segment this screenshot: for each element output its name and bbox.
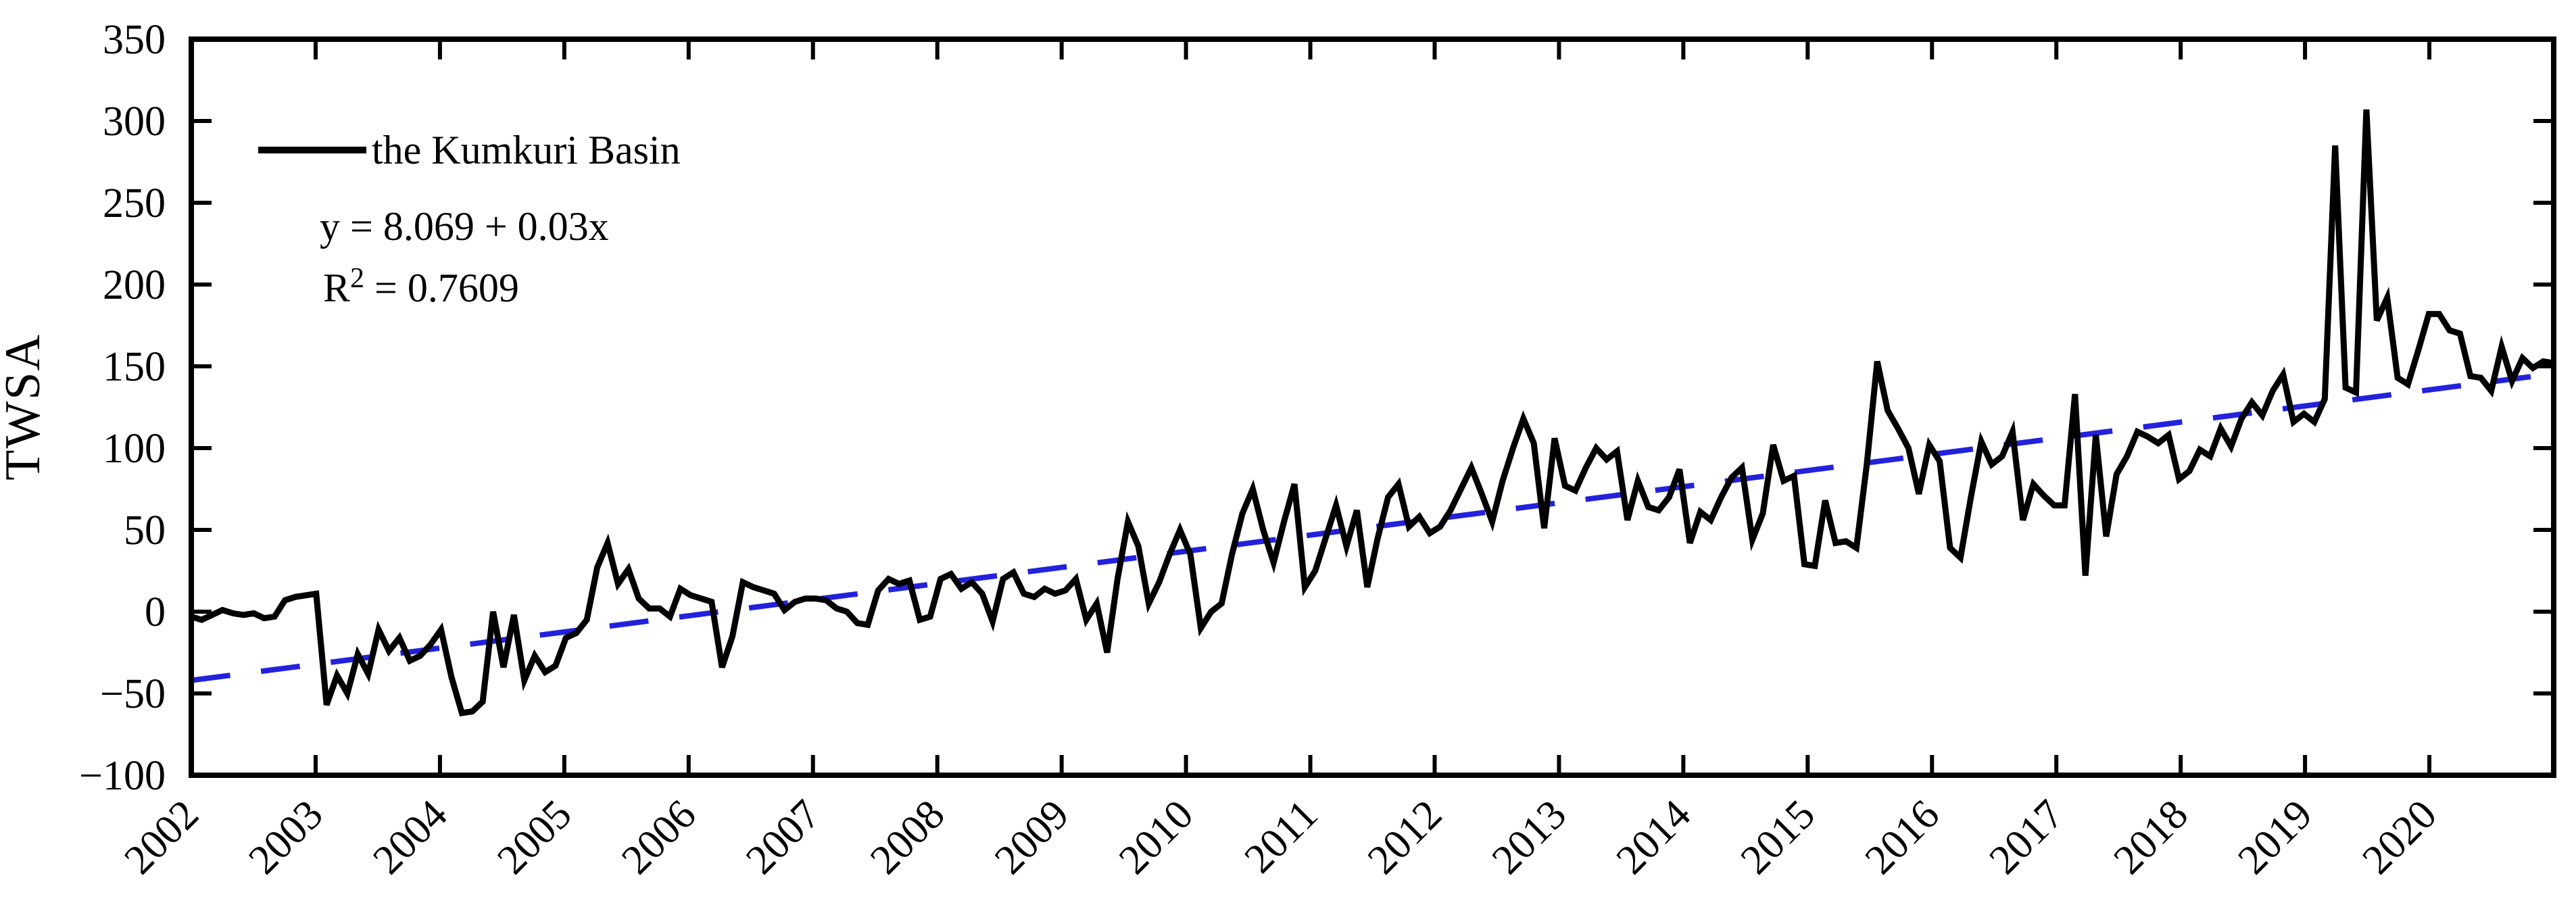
r-squared-rest: = 0.7609 — [364, 266, 519, 310]
twsa-series-line — [190, 109, 2554, 717]
legend: the Kumkuri Basin — [258, 128, 681, 172]
x-tick-label: 2002 — [116, 791, 208, 883]
x-tick-label: 2016 — [1856, 791, 1948, 883]
x-tick-label: 2013 — [1484, 791, 1576, 883]
y-tick-label: 150 — [103, 344, 166, 390]
x-tick-label: 2017 — [1980, 791, 2072, 883]
y-axis-label: TWSA — [0, 333, 51, 481]
axes-box — [189, 36, 2556, 778]
x-tick-label: 2004 — [364, 791, 456, 883]
x-tick-label: 2007 — [737, 791, 829, 883]
y-tick-label: −100 — [79, 753, 166, 799]
legend-series-label: the Kumkuri Basin — [372, 128, 681, 172]
legend-line-sample-icon — [258, 147, 366, 153]
x-tick-label: 2014 — [1608, 791, 1700, 883]
y-tick-label: 0 — [145, 589, 166, 635]
x-tick-label: 2009 — [986, 791, 1078, 883]
x-tick-label: 2020 — [2354, 791, 2446, 883]
r-squared-base: R — [323, 266, 351, 310]
y-tick-label: 100 — [103, 426, 166, 472]
y-tick-label: 250 — [103, 180, 166, 226]
y-tick-label: −50 — [100, 671, 166, 717]
y-tick-label: 350 — [103, 17, 166, 63]
x-tick-label: 2008 — [862, 791, 954, 883]
x-tick-label: 2019 — [2229, 791, 2321, 883]
y-tick-label: 200 — [103, 262, 166, 308]
trend-equation-label: y = 8.069 + 0.03x — [320, 204, 609, 249]
y-tick-label: 50 — [124, 508, 166, 554]
x-tick-label: 2003 — [240, 791, 332, 883]
trend-line — [191, 370, 2554, 683]
x-tick-label: 2010 — [1111, 791, 1202, 883]
x-tick-label: 2012 — [1359, 791, 1451, 883]
x-tick-label: 2015 — [1732, 791, 1824, 883]
x-tick-label: 2011 — [1236, 791, 1326, 882]
r-squared-label: R2 = 0.7609 — [323, 264, 519, 310]
x-tick-label: 2005 — [489, 791, 581, 883]
x-tick-label: 2006 — [613, 791, 705, 883]
r-squared-sup: 2 — [350, 263, 365, 294]
y-tick-label: 300 — [103, 99, 166, 145]
x-tick-label: 2018 — [2105, 791, 2197, 883]
